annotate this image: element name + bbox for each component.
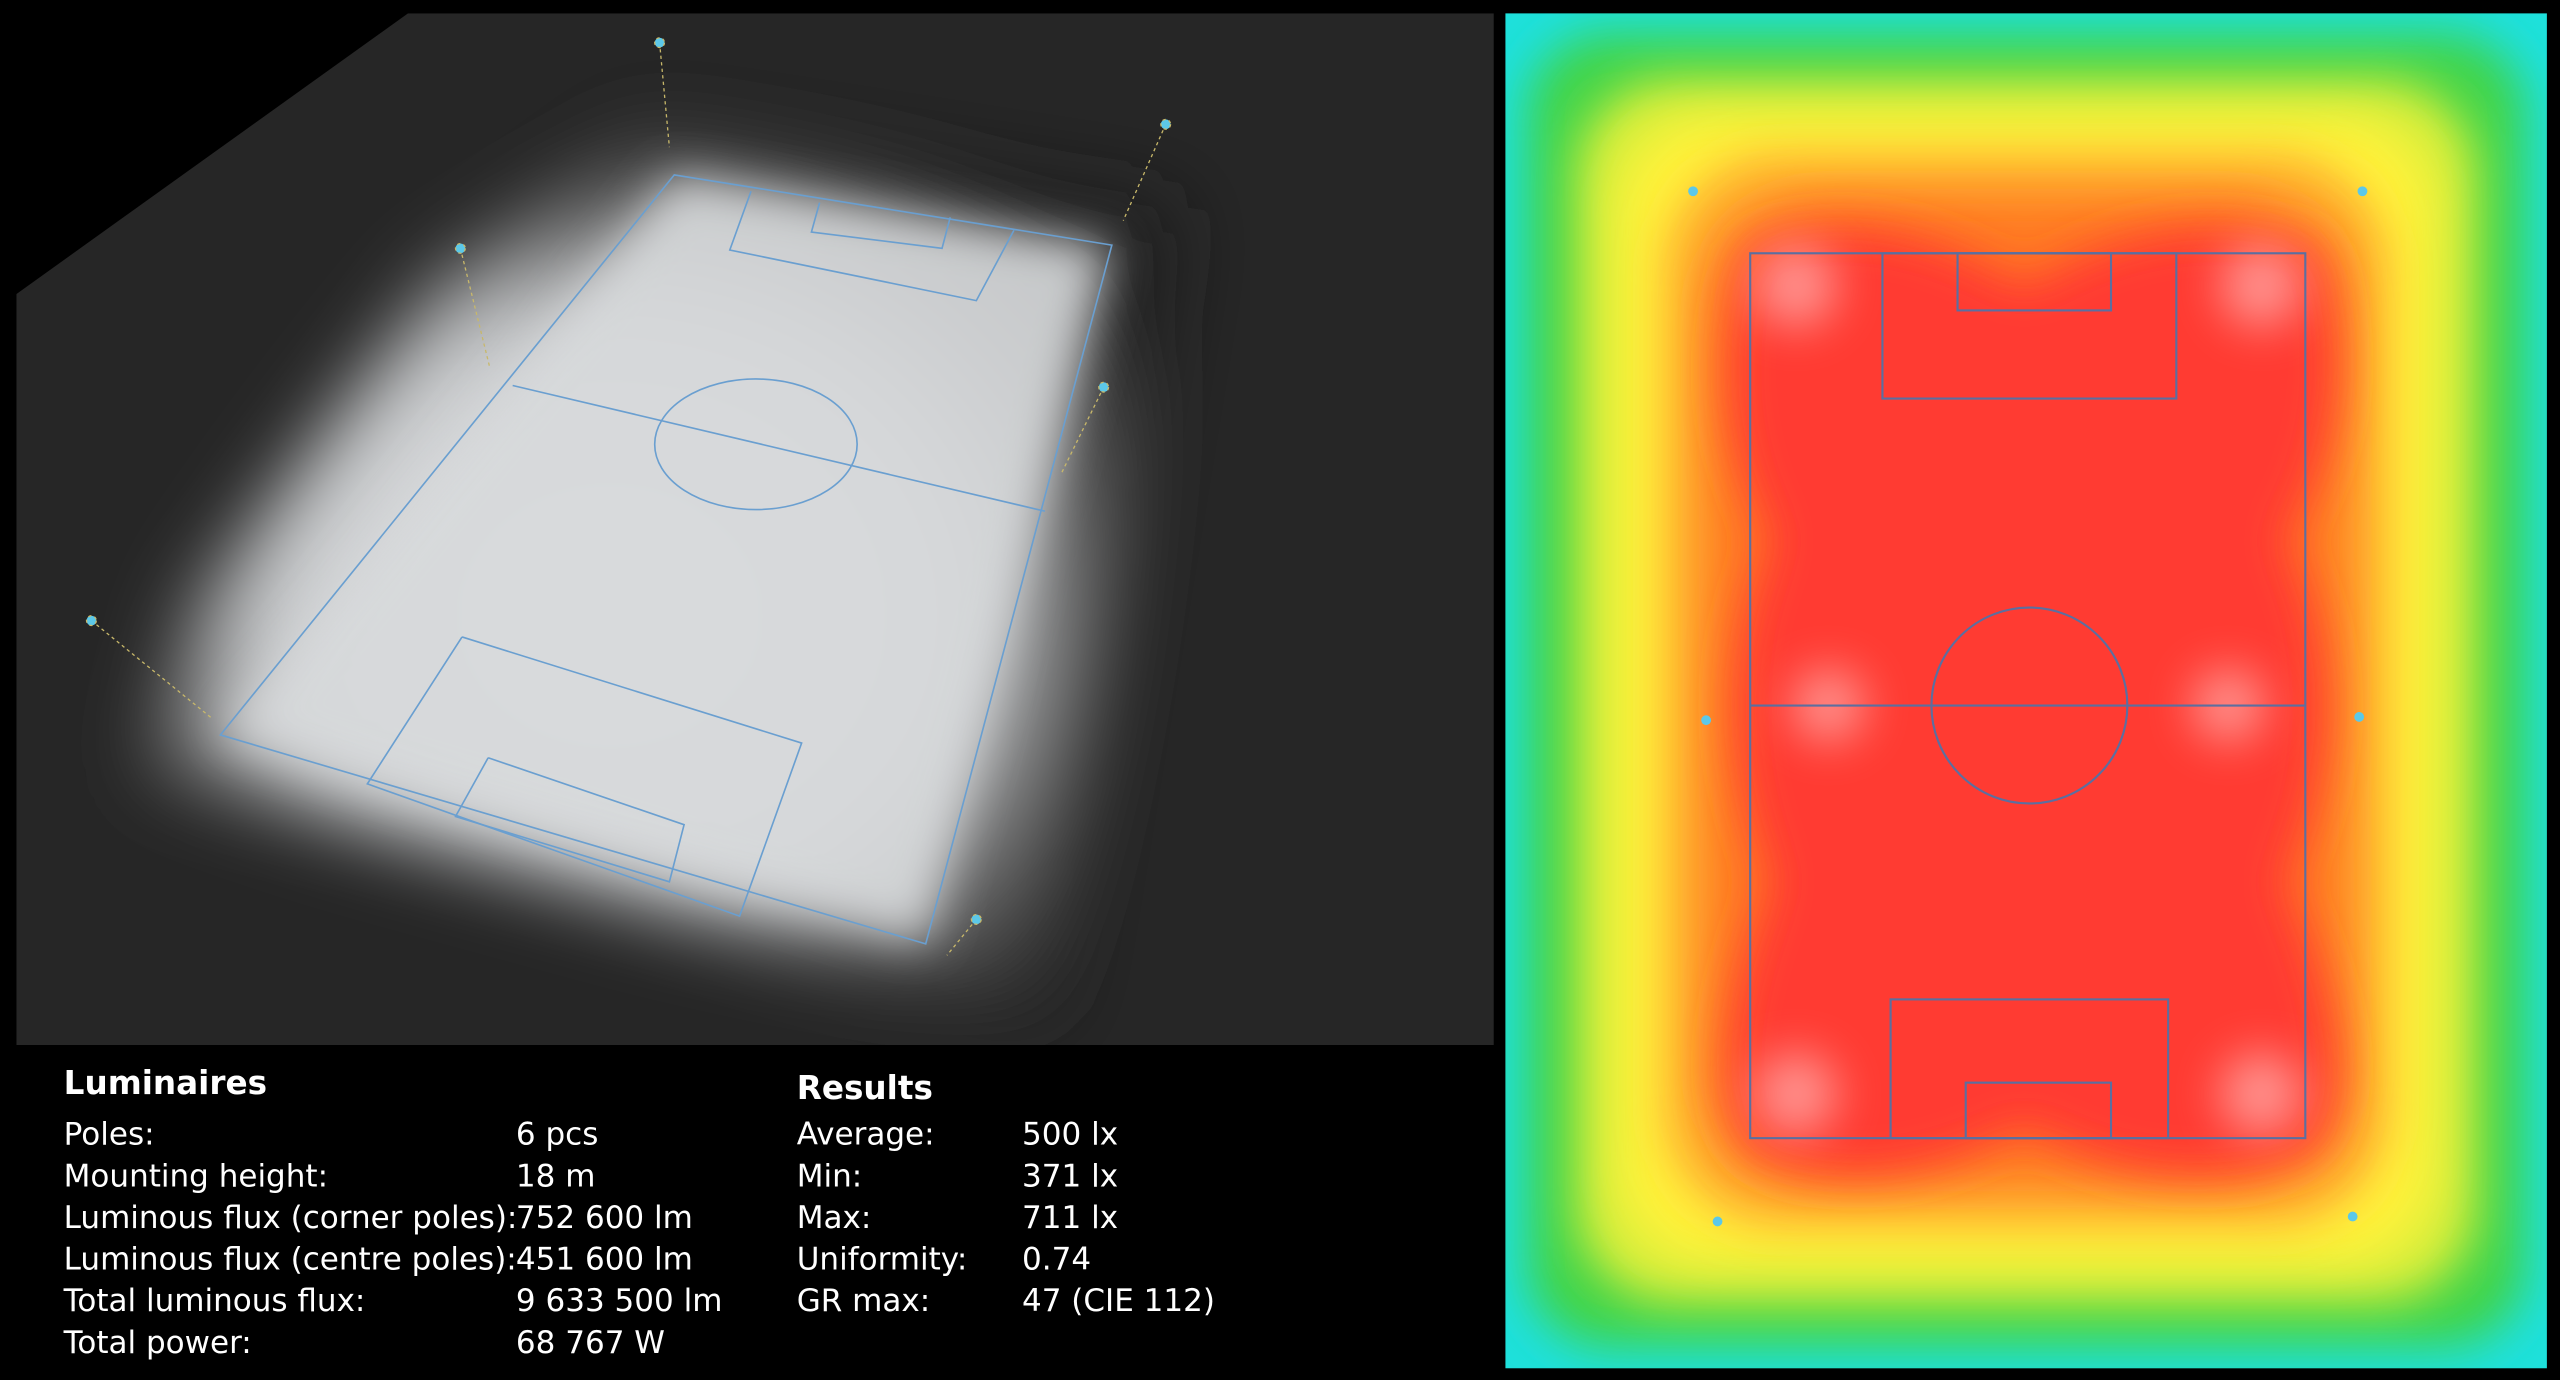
row-value: 68 767 W — [516, 1325, 665, 1361]
row-value: 0.74 — [1022, 1242, 1091, 1278]
results-title: Results — [797, 1069, 933, 1107]
row-value: 451 600 lm — [516, 1242, 693, 1278]
row-label: Luminous flux (corner poles): — [64, 1200, 518, 1236]
row-label: Average: — [797, 1117, 935, 1153]
zone-red — [1727, 227, 2337, 1175]
row-value: 500 lx — [1022, 1117, 1118, 1153]
row-label: Uniformity: — [797, 1242, 968, 1278]
row-value: 752 600 lm — [516, 1200, 693, 1236]
row-value: 371 lx — [1022, 1158, 1118, 1194]
row-label: Min: — [797, 1158, 862, 1194]
row-label: Poles: — [64, 1117, 155, 1153]
row-value: 6 pcs — [516, 1117, 599, 1153]
poles — [85, 37, 1172, 956]
row-label: Total luminous flux: — [63, 1283, 366, 1319]
map-pitch-lines — [1749, 252, 2307, 1140]
row-value: 711 lx — [1022, 1200, 1118, 1236]
pitch-lines — [219, 174, 1113, 945]
hotspots — [1755, 245, 2303, 1135]
pitch-light — [220, 174, 1112, 944]
row-label: GR max: — [797, 1283, 930, 1319]
row-value: 47 — [1022, 1283, 1061, 1319]
row-value: 9 633 500 lm — [516, 1283, 723, 1319]
row-label: Max: — [797, 1200, 872, 1236]
isolux-map — [1505, 13, 2547, 1369]
luminaires-panel: Luminaires Poles: 6 pcs Mounting height: 18… — [63, 1064, 723, 1361]
row-note: (CIE 112) — [1071, 1283, 1215, 1319]
results-panel: Results Average: 500 lx Min: 371 lx Max: 711 … — [797, 1069, 1215, 1319]
row-label: Luminous flux (centre poles): — [64, 1242, 517, 1278]
render-3d — [16, 13, 1494, 1046]
luminaires-title: Luminaires — [64, 1064, 267, 1102]
map-poles — [1688, 186, 2368, 1227]
row-value: 18 m — [516, 1158, 596, 1194]
row-label: Total power: — [63, 1325, 252, 1361]
row-label: Mounting height: — [64, 1158, 328, 1194]
